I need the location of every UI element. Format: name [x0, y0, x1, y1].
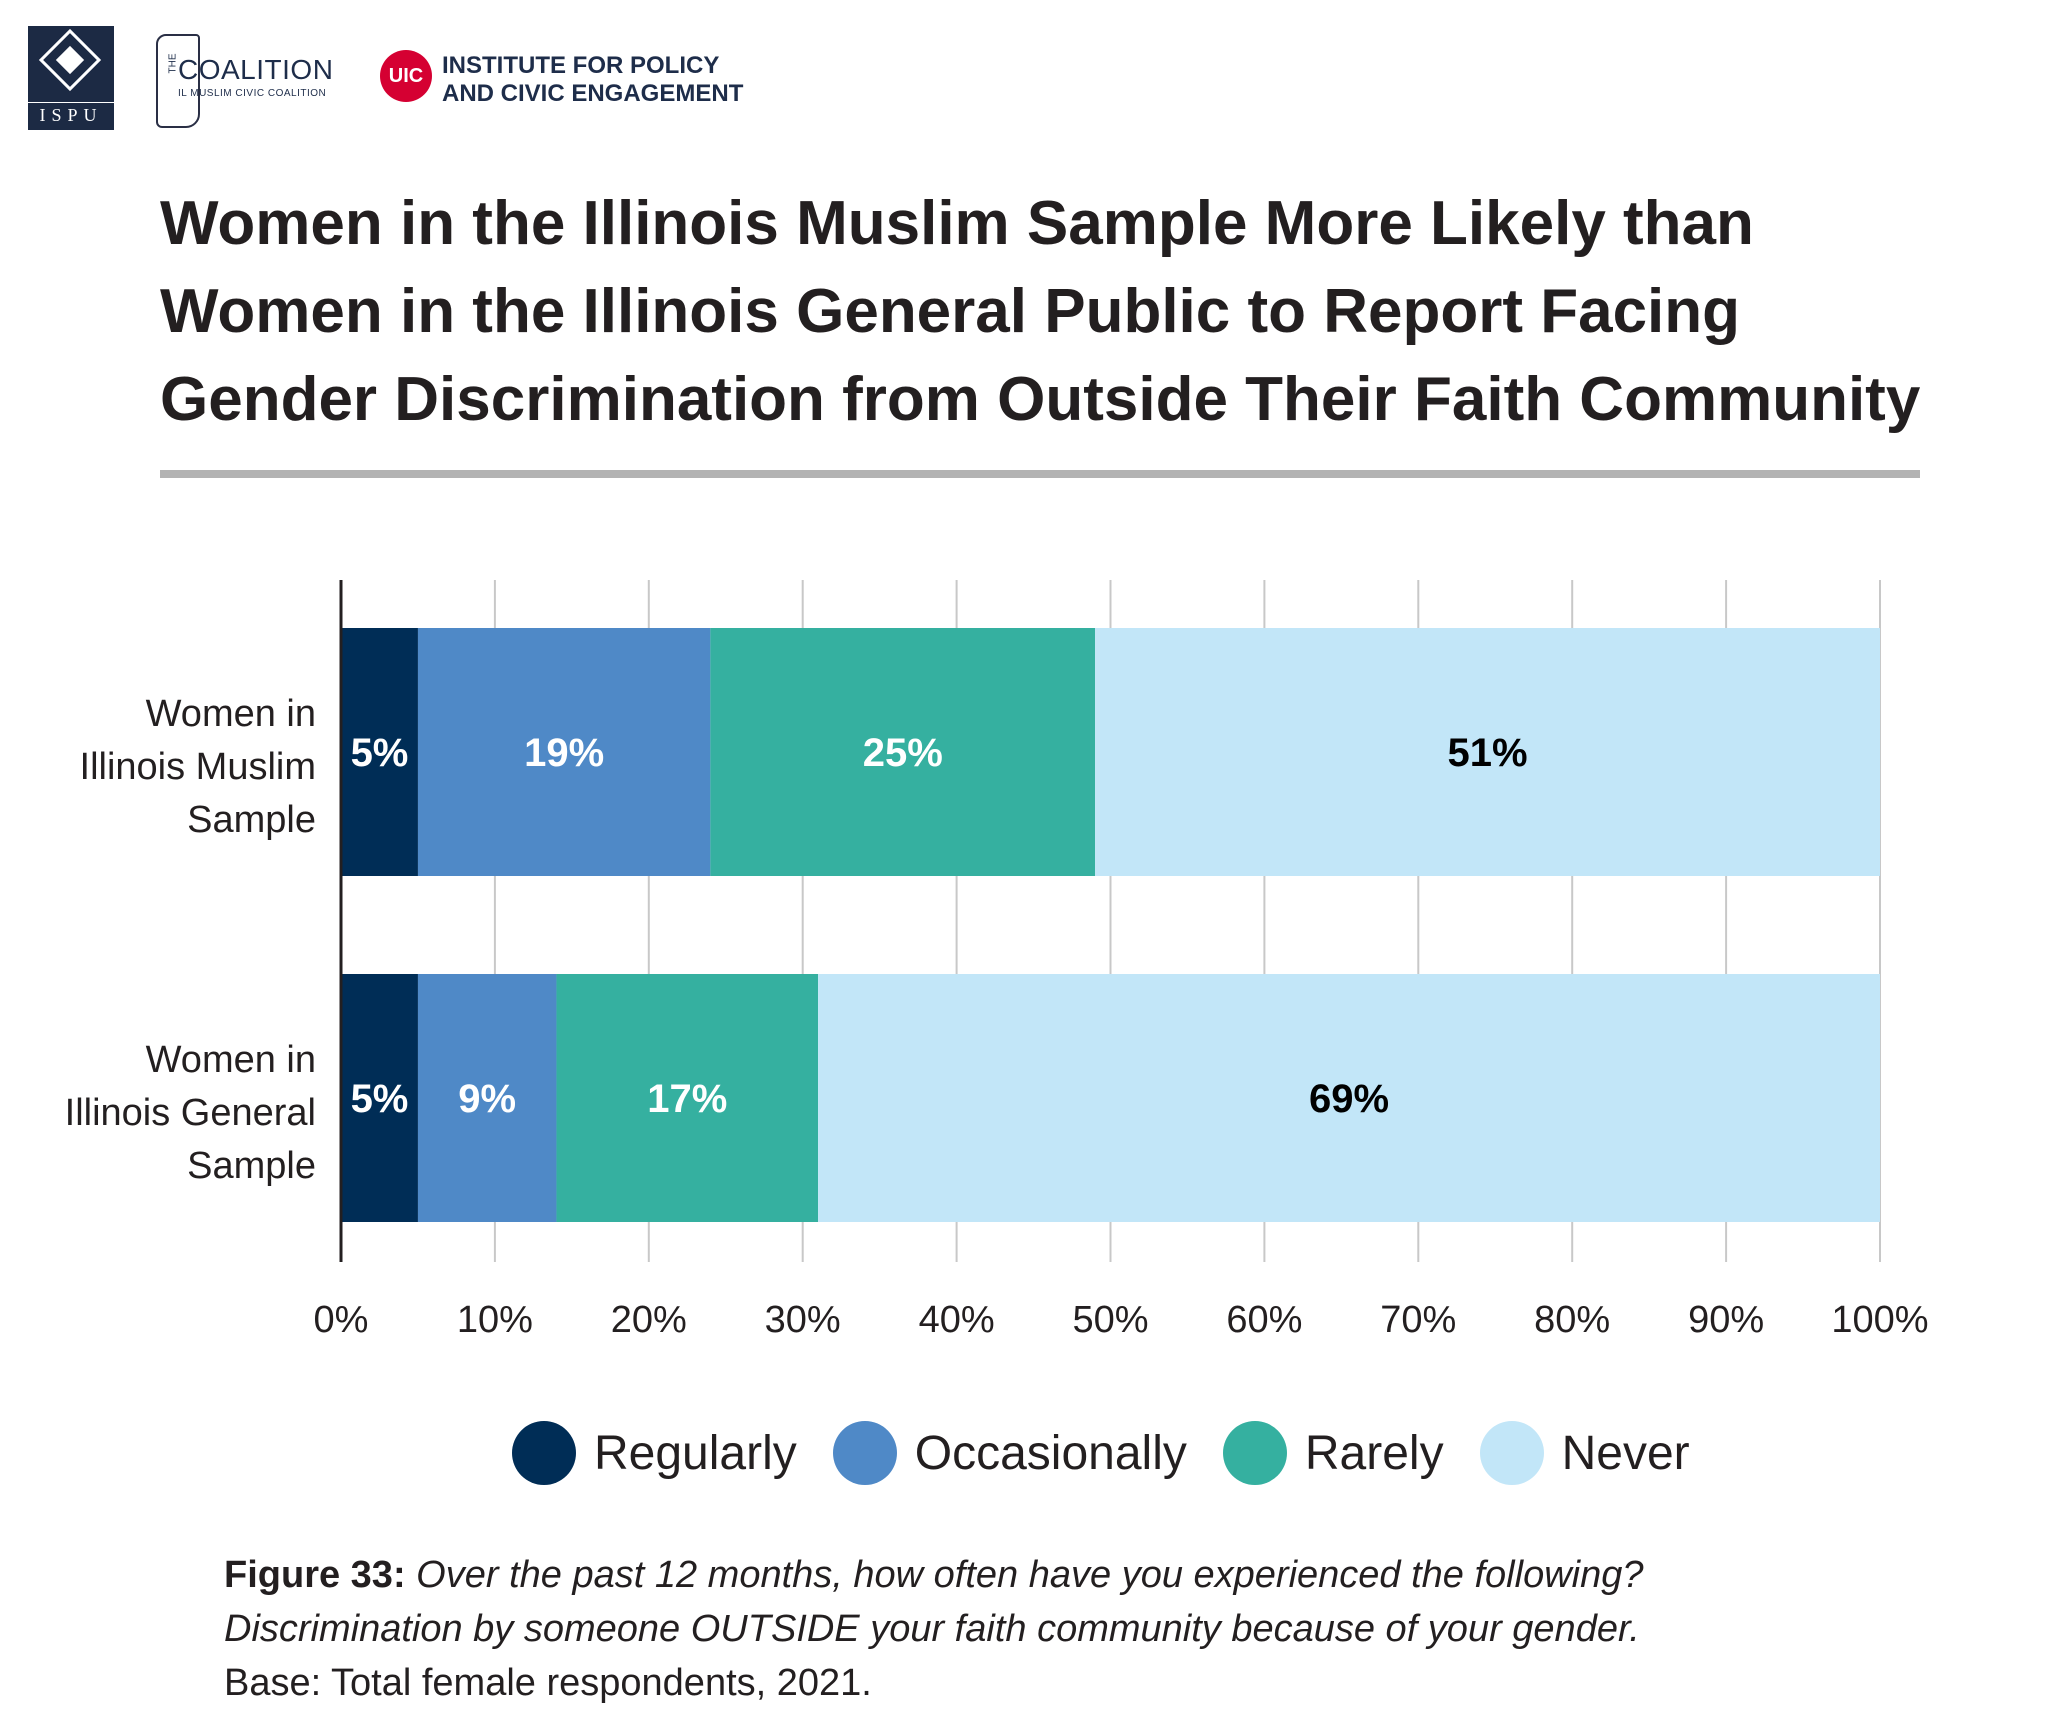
- bar-segment: [417, 628, 711, 876]
- ispu-logo-text: ISPU: [28, 102, 114, 126]
- data-label: 5%: [351, 731, 409, 775]
- x-tick-label: 50%: [1072, 1299, 1148, 1341]
- data-label: 9%: [458, 1077, 516, 1121]
- x-tick-label: 30%: [765, 1299, 841, 1341]
- x-tick-label: 0%: [314, 1299, 369, 1341]
- bar-segment: [341, 628, 418, 876]
- bar-segment: [710, 628, 1096, 876]
- caption-line-1: Figure 33: Over the past 12 months, how …: [224, 1548, 2024, 1602]
- caption-question-2: Discrimination by someone OUTSIDE your f…: [224, 1608, 1640, 1650]
- uic-institute-line-1: INSTITUTE FOR POLICY: [442, 52, 720, 79]
- figure-label: Figure 33:: [224, 1554, 406, 1596]
- caption-question-1: Over the past 12 months, how often have …: [416, 1554, 1644, 1596]
- coalition-the-text: THE: [167, 53, 179, 74]
- x-tick-label: 80%: [1534, 1299, 1610, 1341]
- logo-strip: ISPU THE COALITION IL MUSLIM CIVIC COALI…: [28, 26, 768, 136]
- coalition-logo-title: COALITION: [178, 54, 334, 85]
- legend-swatch-rarely: [1222, 1421, 1287, 1485]
- data-label: 69%: [1309, 1077, 1389, 1121]
- x-tick-label: 10%: [457, 1299, 533, 1341]
- bar-segment: [1095, 628, 1880, 876]
- category-label: Sample: [187, 1145, 316, 1187]
- bar-segment: [417, 974, 557, 1222]
- stacked-bar-chart: 0% 10% 20% 30% 40% 50% 60% 70% 80% 90% 100% 5% 19% 25…: [65, 580, 1929, 1341]
- data-label: 51%: [1448, 731, 1528, 775]
- legend-item-rarely: Rarely: [1222, 1421, 1444, 1485]
- legend-label-occasionally: Occasionally: [914, 1426, 1187, 1480]
- uic-institute-name: INSTITUTE FOR POLICY AND CIVIC ENGAGEMEN…: [442, 52, 743, 108]
- legend-label-never: Never: [1561, 1426, 1690, 1480]
- legend-swatch-occasionally: [832, 1421, 897, 1485]
- legend-label-rarely: Rarely: [1304, 1426, 1444, 1480]
- title-divider: [160, 470, 1920, 478]
- data-label: 19%: [524, 731, 604, 775]
- bar-segment: [341, 974, 418, 1222]
- ispu-logo: ISPU: [28, 26, 114, 130]
- uic-badge-icon: UIC: [380, 50, 432, 102]
- category-label: Sample: [187, 799, 316, 841]
- x-tick-label: 70%: [1380, 1299, 1456, 1341]
- chart-title: Women in the Illinois Muslim Sample More…: [160, 180, 2020, 444]
- x-tick-label: 40%: [919, 1299, 995, 1341]
- category-label: Illinois Muslim: [80, 746, 316, 788]
- legend-swatch-never: [1479, 1421, 1544, 1485]
- data-label: 25%: [863, 731, 943, 775]
- uic-institute-line-2: AND CIVIC ENGAGEMENT: [442, 80, 744, 107]
- chart-title-line-2: Women in the Illinois General Public to …: [160, 277, 1741, 346]
- illinois-outline-icon: [156, 34, 200, 128]
- figure-caption: Figure 33: Over the past 12 months, how …: [224, 1548, 2024, 1710]
- data-label: 5%: [351, 1077, 409, 1121]
- category-label: Women in: [146, 693, 316, 735]
- x-tick-label: 60%: [1226, 1299, 1302, 1341]
- caption-base: Base: Total female respondents, 2021.: [224, 1662, 872, 1704]
- legend-swatch-regularly: [512, 1421, 576, 1485]
- bar-segment: [556, 974, 819, 1222]
- x-tick-label: 20%: [611, 1299, 687, 1341]
- data-label: 17%: [647, 1077, 727, 1121]
- legend-item-never: Never: [1479, 1421, 1690, 1485]
- chart-title-line-1: Women in the Illinois Muslim Sample More…: [160, 189, 1754, 258]
- chart-title-line-3: Gender Discrimination from Outside Their…: [160, 365, 1921, 434]
- chart-legend: Regularly Occasionally Rarely Never: [512, 1418, 1726, 1488]
- coalition-logo-subtitle: IL MUSLIM CIVIC COALITION: [178, 88, 327, 99]
- category-label: Illinois General: [65, 1092, 316, 1134]
- legend-item-regularly: Regularly: [512, 1421, 797, 1485]
- x-tick-label: 100%: [1831, 1299, 1928, 1341]
- category-label: Women in: [146, 1039, 316, 1081]
- legend-label-regularly: Regularly: [594, 1426, 797, 1480]
- x-tick-label: 90%: [1688, 1299, 1764, 1341]
- legend-item-occasionally: Occasionally: [832, 1421, 1187, 1485]
- bar-segment: [818, 974, 1880, 1222]
